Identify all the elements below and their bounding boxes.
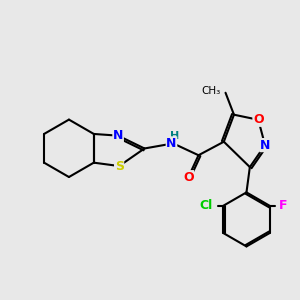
Text: S: S [115,160,124,172]
Text: F: F [279,200,287,212]
Text: CH₃: CH₃ [201,86,220,96]
Text: H: H [169,131,179,141]
Text: N: N [260,139,270,152]
Text: O: O [183,171,194,184]
Text: N: N [113,129,123,142]
Text: O: O [253,113,264,126]
Text: Cl: Cl [200,200,213,212]
Text: N: N [166,137,177,150]
